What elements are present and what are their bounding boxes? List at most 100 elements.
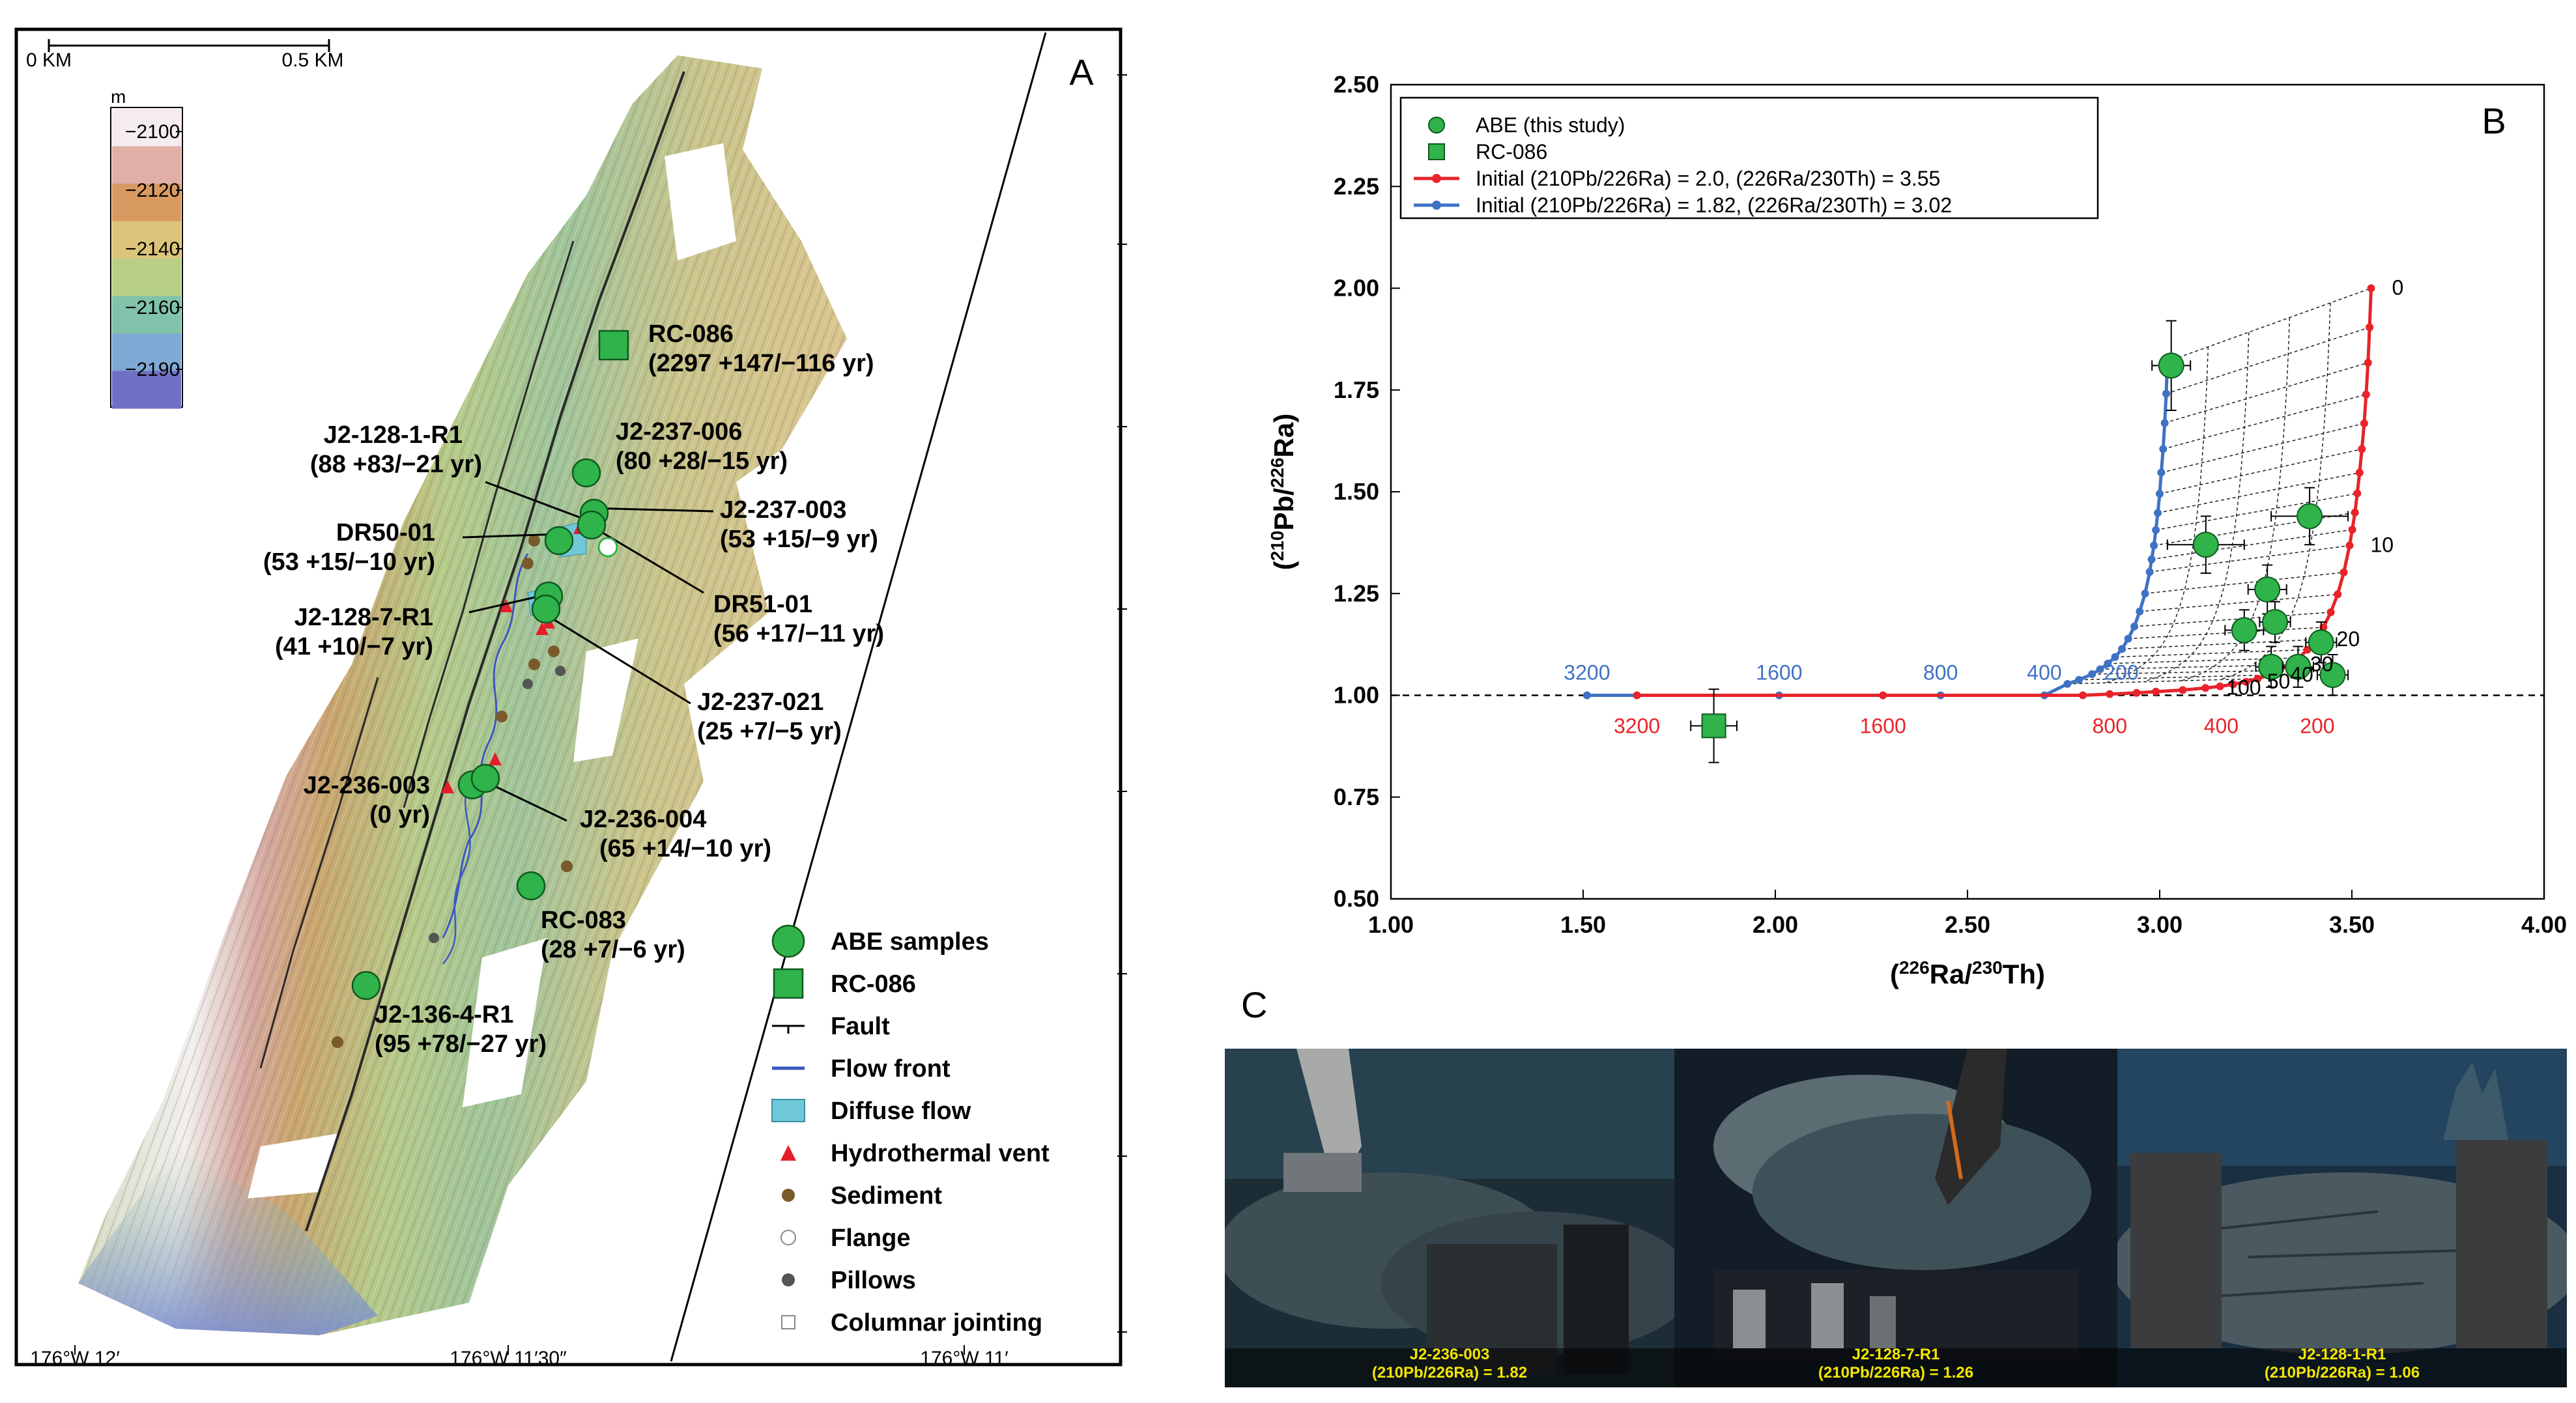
age-label: 0 [2392,276,2404,300]
legend-columnar-label: Columnar jointing [831,1309,1042,1337]
legend-pillows-dot-icon [782,1273,795,1286]
x-tick-label: 1.50 [1560,911,1606,938]
y-tick-label: 1.25 [1334,580,1379,606]
seafloor-image-1 [1225,1049,1674,1387]
curve-point [2130,622,2139,631]
curve-point [2362,390,2370,399]
x-tick-label: 3.50 [2329,911,2375,938]
label-rc086-age: (2297 +147/−116 yr) [648,350,874,377]
x-tick-label: 1.00 [1368,911,1414,938]
legend-entry-label: ABE (this study) [1476,113,1625,137]
isochron-line [2151,529,2353,560]
chart-legend: ABE (this study) RC-086 Initial (210Pb/226… [1399,96,2099,220]
legend-sediment-dot-icon [782,1189,795,1202]
seafloor-image-2 [1674,1049,2117,1387]
chart-axes: 1.00 1.50 2.00 2.50 3.00 3.50 4.00 0.50 0.75 1.00… [1334,71,2567,938]
decay-chart-svg: B 1.00 1.50 2.00 2.50 3.00 3.50 4.000.500.751.… [1267,71,2568,989]
isochron-line [2079,674,2270,681]
x-tick-label: 2.50 [1945,911,1990,938]
curve-point [2152,687,2160,696]
abe-data-point [2297,503,2323,530]
y-tick-label: 2.50 [1334,71,1379,98]
y-tick-label: 2.25 [1334,173,1379,199]
abe-data-point [2319,662,2346,688]
photo-3-sample: J2-128-1-R1 [2298,1346,2386,1363]
colorbar-swatch [112,184,181,221]
abe-data-point [2254,576,2281,602]
y-tick-label: 0.75 [1334,784,1379,810]
bathymetry-swath [78,55,847,1335]
colorbar-tick-label: −2140 [125,238,180,260]
y-tick-label: 1.00 [1334,682,1379,709]
isochron-line [2154,512,2355,546]
colorbar-swatch [112,146,181,184]
curve-point [2156,490,2164,498]
blue-age-label: 1600 [1756,661,1802,685]
photo-3-caption: J2-128-1-R1 (210Pb/226Ra) = 1.06 [2117,1346,2567,1382]
curve-point [2150,541,2158,550]
legend-vent-label: Hydrothermal vent [831,1140,1050,1167]
isochron-line [2164,362,2368,424]
y-tick-label: 1.50 [1334,478,1379,505]
curve-point [2104,659,2112,668]
legend-rc086-label: RC-086 [831,971,916,998]
legend-entry-label: Initial (210Pb/226Ra) = 1.82, (226Ra/230… [1476,193,1952,217]
label-j2-237-006-name: J2-237-006 [616,418,742,446]
age-label: 40 [2290,662,2313,686]
photo-j2-128-1-r1: J2-128-1-R1 (210Pb/226Ra) = 1.06 [2117,1049,2567,1387]
x-tick-label: 2.00 [1753,911,1798,938]
curve-point [2351,508,2359,517]
colorbar-tick-label: −2100 [125,121,180,143]
rc086-data-point [1701,713,1726,739]
photo-1-ratio: (210Pb/226Ra) = 1.82 [1371,1364,1528,1382]
label-rc086-name: RC-086 [648,320,734,348]
age-label: 100 [2226,675,2261,699]
curve-point [2157,468,2166,477]
age-label: 20 [2337,627,2360,651]
curve-point [2147,555,2156,563]
y-tick-label: 1.75 [1334,376,1379,403]
label-j2-128-7-r1-age: (41 +10/−7 yr) [275,633,433,660]
curve-point [2355,468,2364,477]
curve-point [1633,691,1641,700]
curve-point [2326,608,2335,616]
label-j2-237-006-age: (80 +28/−15 yr) [616,447,788,475]
label-j2-236-003-age: (0 yr) [369,801,430,829]
blue-age-label: 3200 [1564,661,1610,685]
label-dr51-01-age: (56 +17/−11 yr) [713,620,884,647]
label-dr51-01-name: DR51-01 [713,591,812,618]
age-label: 30 [2310,653,2334,676]
curve-point [2201,684,2210,692]
isochron-line [2159,448,2362,494]
curve-point [2353,489,2362,498]
curve-point [2063,680,2072,688]
curve-point [2145,568,2154,576]
isochron-line [2140,593,2338,612]
curve-point [2216,682,2224,690]
pillow-markers [429,666,565,943]
label-j2-237-003-age: (53 +15/−9 yr) [720,526,878,553]
curve-point [2096,665,2104,673]
isochron-line [2067,678,2258,685]
label-j2-136-4-r1-name: J2-136-4-R1 [375,1001,513,1028]
legend-fault-icon [772,1025,805,1034]
photo-j2-128-7-r1: J2-128-7-R1 (210Pb/226Ra) = 1.26 [1674,1049,2117,1387]
colorbar-swatch [112,109,181,147]
legend-sediment-label: Sediment [831,1182,942,1210]
abe-data-point [2192,531,2219,558]
photo-2-caption: J2-128-7-R1 (210Pb/226Ra) = 1.26 [1674,1346,2117,1382]
map-legend: ABE samples RC-086 Fault Flow front Diff… [771,924,1050,1337]
isochron-line [2157,472,2360,514]
red-age-label: 3200 [1614,715,1660,738]
label-j2-236-004-name: J2-236-004 [580,806,706,833]
photo-1-sample: J2-236-003 [1409,1346,1490,1363]
isochron-line [2092,670,2280,675]
curve-point [2111,653,2119,661]
curve-point [2242,677,2250,686]
abe-data-point [2231,617,2257,644]
label-j2-128-1-r1-name: J2-128-1-R1 [324,421,463,449]
legend-flange-circle-icon [780,1230,796,1245]
curve-point [1582,691,1591,700]
abe-sample-markers [351,330,629,1000]
map-svg: 0 KM 0.5 KM A m −2100 −2120 −2140 −2160 −219… [14,27,1183,1369]
